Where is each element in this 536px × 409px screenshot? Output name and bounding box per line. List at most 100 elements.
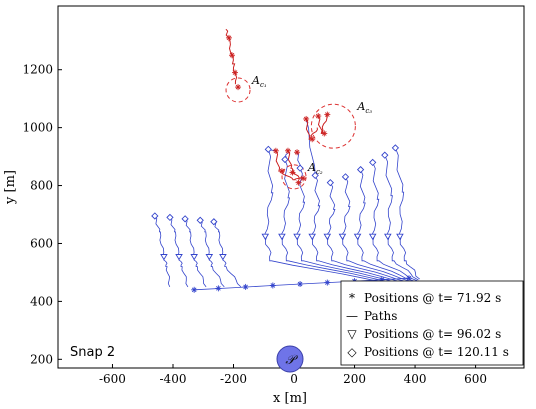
star-marker [309, 136, 316, 143]
area-circle [225, 77, 251, 103]
path-line [384, 154, 419, 281]
legend: * Positions @ t= 71.92 s — Paths ▽ Positions … [340, 280, 524, 366]
star-marker [324, 279, 331, 286]
diamond-marker [296, 164, 304, 172]
depot-circle [276, 345, 304, 373]
x-tick-label: -400 [160, 372, 187, 386]
triangle-marker [396, 233, 404, 241]
triangle-marker [261, 233, 270, 241]
diamond-marker [311, 171, 319, 180]
red-path-line [287, 150, 300, 180]
path-line [213, 221, 242, 288]
area-circle [310, 103, 356, 149]
diamond-marker [166, 213, 174, 222]
diamond-marker [264, 145, 272, 153]
star-marker [303, 115, 310, 122]
star-marker [289, 169, 296, 176]
star-marker [295, 179, 302, 186]
area-label: Ac₁ [251, 74, 267, 89]
diamond-marker [381, 151, 389, 159]
star-marker [300, 175, 307, 182]
triangle-marker [278, 233, 286, 241]
star-marker [406, 275, 413, 282]
star-marker [269, 282, 276, 289]
star-marker [321, 130, 328, 137]
y-tick-label: 1200 [22, 63, 53, 77]
triangle-marker [353, 233, 362, 241]
diamond-marker [391, 144, 400, 152]
star-marker [278, 168, 285, 175]
legend-label: Positions @ t= 120.11 s [364, 345, 509, 359]
x-tick-label: -600 [99, 372, 126, 386]
red-path-line [275, 150, 303, 181]
star-marker [324, 111, 331, 118]
area-label: Ac₃ [356, 100, 372, 115]
diamond-marker [281, 155, 289, 164]
legend-label: Positions @ t= 96.02 s [364, 327, 501, 341]
star-marker [215, 285, 222, 292]
x-axis-label: x [m] [273, 391, 307, 406]
star-marker [294, 149, 301, 156]
x-tick-label: 600 [464, 372, 487, 386]
star-marker [232, 69, 239, 76]
path-line [305, 118, 316, 176]
path-line [154, 215, 171, 288]
star-marker [297, 281, 304, 288]
path-line [294, 168, 412, 286]
star-marker [242, 283, 249, 290]
legend-label: Paths [364, 309, 397, 323]
star-marker [225, 34, 232, 41]
legend-marker: * [349, 291, 355, 305]
x-tick-label: 0 [290, 372, 298, 386]
triangle-marker [160, 254, 168, 261]
diamond-marker [356, 165, 365, 174]
y-tick-label: 400 [30, 294, 53, 308]
snap-annotation: Snap 2 [70, 345, 115, 360]
triangle-marker [308, 233, 316, 241]
star-marker [284, 147, 291, 154]
y-axis-label: y [m] [3, 170, 18, 205]
star-marker [315, 113, 322, 120]
diamond-marker [210, 218, 218, 226]
path-line [199, 220, 225, 288]
y-tick-label: 1000 [22, 121, 53, 135]
tick-labels: -600 -400 -200 0 200 400 600 200 400 600 800 1000 12… [22, 63, 487, 386]
diamond-marker [369, 158, 377, 167]
triangle-marker [338, 233, 347, 241]
path-line [184, 218, 207, 288]
star-marker [228, 52, 235, 59]
area-circle [281, 164, 307, 190]
triangle-marker [205, 254, 214, 261]
triangle-marker [293, 233, 301, 241]
diamond-marker [341, 173, 350, 181]
legend-entries: * Positions @ t= 71.92 s — Paths ▽ Positions … [346, 291, 509, 359]
diamond-marker [326, 179, 334, 187]
diamond-marker [181, 215, 189, 223]
star-marker [235, 84, 242, 91]
triangle-marker [219, 254, 227, 261]
diamond-marker [151, 212, 159, 220]
triangle-marker [384, 233, 392, 241]
triangle-marker [368, 233, 377, 241]
x-tick-label: 200 [343, 372, 366, 386]
depot: 𝒫 [276, 345, 304, 373]
x-tick-label: -200 [220, 372, 247, 386]
y-tick-label: 800 [30, 179, 53, 193]
diamond-marker [196, 216, 204, 224]
path-line [370, 162, 418, 282]
y-tick-label: 200 [30, 352, 53, 366]
path-line [169, 217, 189, 288]
star-marker [272, 147, 279, 154]
x-tick-label: 400 [404, 372, 427, 386]
triangle-marker [175, 254, 183, 261]
path-line [395, 147, 420, 280]
y-tick-label: 600 [30, 236, 53, 250]
legend-marker: ▽ [347, 327, 357, 341]
triangle-marker [323, 233, 332, 241]
path-line [309, 175, 413, 285]
triangle-marker [190, 254, 198, 261]
legend-marker: — [346, 309, 358, 323]
marker-layer [151, 34, 413, 293]
